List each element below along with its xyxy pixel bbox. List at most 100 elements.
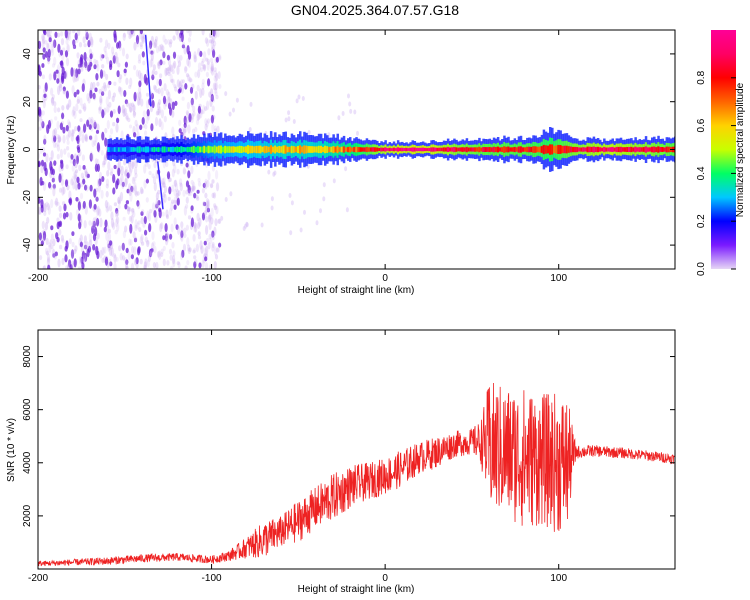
noise-point xyxy=(96,81,100,87)
noise-point xyxy=(96,207,100,217)
noise-point xyxy=(42,234,46,244)
noise-point xyxy=(287,116,291,122)
colorbar-tick-label: 0.4 xyxy=(696,166,707,180)
noise-point xyxy=(171,101,175,111)
noise-point xyxy=(134,258,138,266)
signal-band-core xyxy=(513,146,517,153)
noise-point xyxy=(99,217,103,228)
noise-point xyxy=(112,108,116,114)
noise-point xyxy=(178,119,182,127)
noise-point xyxy=(141,34,145,43)
noise-point xyxy=(182,189,186,197)
noise-point xyxy=(183,233,187,239)
noise-point xyxy=(104,200,108,209)
noise-point xyxy=(38,85,41,90)
noise-point xyxy=(172,250,176,257)
noise-point xyxy=(117,199,121,205)
noise-point xyxy=(126,206,130,212)
noise-point xyxy=(186,237,190,247)
noise-point xyxy=(77,146,81,153)
noise-point xyxy=(79,97,83,106)
signal-band-core xyxy=(440,147,444,152)
noise-point xyxy=(96,163,100,172)
noise-point xyxy=(70,132,74,142)
noise-point xyxy=(203,201,207,207)
noise-point xyxy=(81,63,85,68)
noise-point xyxy=(125,77,129,86)
noise-point xyxy=(95,73,99,81)
signal-band-core xyxy=(201,146,204,153)
noise-point xyxy=(194,259,198,264)
noise-point xyxy=(216,125,220,133)
noise-point xyxy=(158,208,162,219)
signal-band-core xyxy=(128,146,131,153)
noise-point xyxy=(188,247,192,253)
spectrogram-xtick-label: 0 xyxy=(382,273,388,284)
noise-point xyxy=(120,130,124,141)
noise-point xyxy=(211,230,215,238)
noise-point xyxy=(39,255,43,261)
noise-point xyxy=(147,212,152,222)
signal-band-core xyxy=(236,146,240,153)
noise-point xyxy=(210,64,214,73)
noise-point xyxy=(140,98,144,107)
signal-band-core xyxy=(334,146,337,153)
noise-point xyxy=(142,33,146,40)
signal-band-core xyxy=(601,147,604,152)
noise-point xyxy=(212,30,216,37)
noise-point xyxy=(181,249,185,258)
signal-band-core xyxy=(632,147,635,152)
noise-point xyxy=(104,39,109,48)
noise-point xyxy=(175,192,179,199)
noise-point xyxy=(92,220,96,228)
noise-point xyxy=(72,30,76,34)
noise-point xyxy=(64,254,68,263)
noise-point xyxy=(78,137,82,142)
noise-point xyxy=(128,207,132,212)
signal-band-core xyxy=(459,147,462,152)
noise-point xyxy=(209,237,213,245)
signal-band-core xyxy=(149,147,152,152)
signal-band-core xyxy=(207,145,210,154)
noise-point xyxy=(55,197,59,207)
noise-point xyxy=(98,88,102,94)
noise-point xyxy=(209,67,213,74)
signal-band-core xyxy=(267,146,271,153)
noise-point xyxy=(133,246,137,256)
noise-point xyxy=(59,244,63,250)
noise-point xyxy=(56,78,60,84)
signal-band-core xyxy=(592,146,596,153)
noise-point xyxy=(79,241,83,248)
noise-point xyxy=(178,128,182,134)
noise-point xyxy=(77,266,81,269)
noise-point xyxy=(84,245,88,251)
noise-point xyxy=(187,124,191,134)
noise-point xyxy=(130,214,134,224)
signal-band-core xyxy=(453,147,456,153)
noise-point xyxy=(191,184,195,192)
signal-band-core xyxy=(278,146,281,154)
noise-point xyxy=(135,257,139,265)
noise-point xyxy=(168,64,172,72)
signal-band-core xyxy=(155,147,158,152)
noise-point xyxy=(65,164,69,170)
signal-band-core xyxy=(182,147,185,152)
noise-point xyxy=(109,128,114,135)
signal-band-core xyxy=(465,146,469,153)
noise-point xyxy=(192,234,196,242)
noise-point xyxy=(74,32,78,41)
noise-point xyxy=(94,226,98,237)
signal-band-core xyxy=(336,145,339,154)
noise-point xyxy=(41,34,45,41)
noise-point xyxy=(155,261,159,269)
spectrogram-xtick-label: -200 xyxy=(28,273,48,284)
signal-band-core xyxy=(242,146,246,153)
noise-point xyxy=(46,42,50,48)
signal-band-core xyxy=(467,147,471,152)
noise-point xyxy=(202,201,206,207)
noise-point xyxy=(214,87,218,94)
noise-point xyxy=(83,254,87,263)
noise-point xyxy=(121,181,125,189)
noise-point xyxy=(117,196,121,204)
colorbar-tick-label: 0.2 xyxy=(696,214,707,228)
